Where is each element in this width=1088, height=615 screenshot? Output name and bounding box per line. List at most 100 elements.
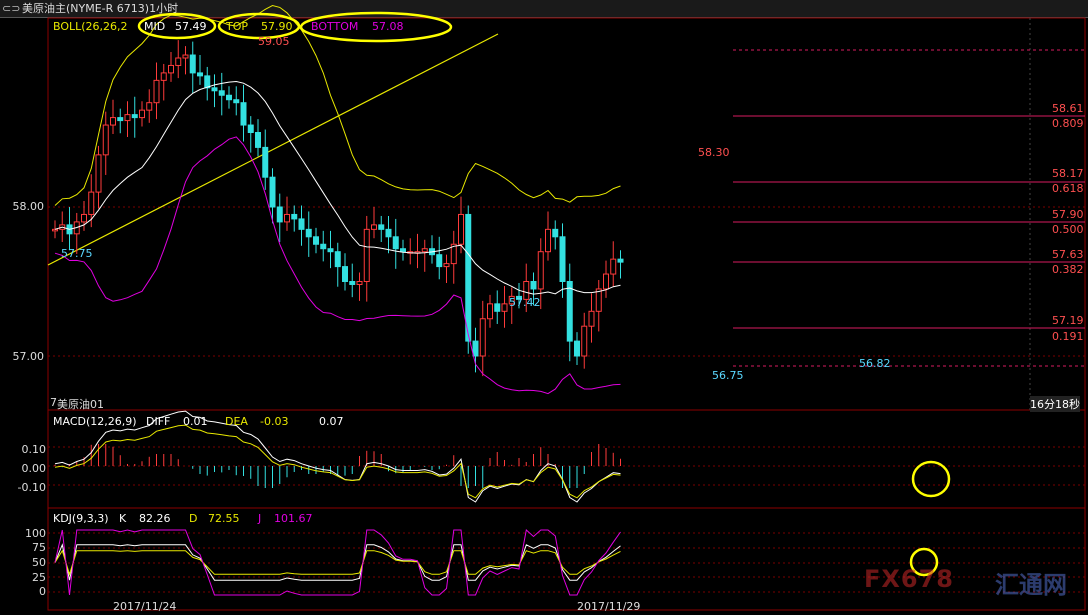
instrument-title: 美原油主(NYME-R 6713)1小时 — [22, 2, 179, 15]
candle-body — [189, 54, 196, 74]
boll-bottom-label: BOTTOM — [311, 20, 359, 33]
candle-body — [385, 228, 392, 238]
macd-tick-2: -0.10 — [17, 481, 46, 494]
candle-body — [400, 248, 406, 253]
kdj-tick-50: 50 — [32, 556, 46, 569]
candle-body — [610, 258, 617, 275]
y-tick-58: 58.00 — [12, 200, 45, 213]
plot-frame — [47, 17, 1086, 611]
candle-body — [168, 64, 174, 74]
boll-top-value: 57.90 — [261, 20, 293, 33]
candle-body — [371, 224, 377, 230]
macd-dea-value: -0.03 — [260, 415, 289, 428]
candle-body — [247, 124, 254, 134]
x-label-date-0: 2017/11/24 — [113, 600, 177, 613]
candle-body — [291, 213, 298, 220]
candle-body — [204, 75, 211, 89]
candle-body — [88, 191, 95, 215]
watermark-logo: FX678 — [864, 565, 954, 593]
kdj-d-label: D — [189, 512, 198, 525]
y-tick-57: 57.00 — [12, 350, 45, 363]
candle-body — [501, 303, 508, 312]
candle-body — [436, 254, 443, 268]
candle-body — [233, 99, 240, 104]
fib-ratio-0809: 0.809 — [1052, 117, 1084, 130]
kdj-j-label: J — [258, 512, 262, 525]
candle-body — [508, 295, 515, 305]
candle-body — [603, 273, 609, 290]
kdj-d-value: 72.55 — [208, 512, 240, 525]
candle-body — [595, 288, 602, 312]
annotation-low-57-42: 57.42 — [509, 296, 541, 309]
boll-top-label: TOP — [226, 20, 249, 33]
candle-body — [262, 146, 269, 178]
candle-body — [139, 109, 145, 119]
candle-body — [117, 117, 124, 122]
candle-body — [516, 295, 522, 300]
boll-lower-line — [54, 136, 621, 395]
kdj-k-value: 82.26 — [139, 512, 171, 525]
candle-body — [146, 102, 153, 111]
candle-body — [581, 325, 588, 357]
fib-ratio-0191: 0.191 — [1052, 330, 1084, 343]
candle-body — [458, 213, 464, 245]
boll-mid-value: 57.49 — [175, 20, 207, 33]
candle-body — [494, 303, 501, 312]
macd-diff-value: 0.01 — [183, 415, 208, 428]
fib-price-0618: 58.17 — [1052, 167, 1084, 180]
boll-mid-line — [54, 80, 621, 295]
candle-body — [574, 340, 580, 357]
candle-body — [226, 94, 232, 101]
candle-body — [450, 243, 457, 265]
candle-body — [559, 236, 566, 283]
candle-body — [545, 228, 551, 253]
macd-tick-0: 0.10 — [21, 443, 47, 456]
candle-body — [479, 318, 486, 357]
annotation-high-59-05: 59.05 — [258, 35, 290, 48]
fib-ratio-0500: 0.500 — [1052, 223, 1084, 236]
candle-body — [153, 79, 160, 104]
candle-body — [378, 224, 385, 230]
kdj-k-line — [54, 543, 621, 581]
fib-price-0191: 57.19 — [1052, 314, 1084, 327]
kdj-tick-75: 75 — [32, 541, 46, 554]
candle-body — [110, 117, 116, 126]
candle-body — [81, 213, 87, 223]
candle-body — [276, 206, 283, 223]
candle-body — [617, 258, 624, 263]
candle-body — [334, 251, 341, 268]
kdj-tick-0: 0 — [39, 585, 46, 598]
kdj-tick-100: 100 — [25, 527, 46, 540]
candle-body — [392, 236, 399, 250]
candle-body — [124, 114, 131, 122]
symbol-prefix: 7 — [50, 396, 57, 409]
boll-label: BOLL(26,26,2 — [53, 20, 128, 33]
symbol-label: 美原油01 — [57, 398, 104, 411]
candle-body — [197, 72, 203, 77]
candle-body — [255, 132, 261, 148]
macd-diff-label: DIFF — [146, 415, 171, 428]
nav-arrows-icon[interactable]: ⊂⊃ — [2, 2, 21, 15]
macd-label: MACD(12,26,9) — [53, 415, 137, 428]
highlight-macd-cross — [911, 460, 951, 498]
candle-body — [240, 102, 247, 126]
x-label-date-1: 2017/11/29 — [577, 600, 641, 613]
macd-tick-1: 0.00 — [21, 462, 47, 475]
candle-body — [320, 243, 327, 250]
boll-upper-line — [54, 4, 621, 206]
candle-body — [356, 281, 363, 285]
fib-price-0500: 57.90 — [1052, 208, 1084, 221]
highlight-mid-ellipse — [137, 12, 217, 40]
candle-body — [530, 281, 537, 290]
candle-body — [211, 87, 218, 92]
candle-body — [182, 54, 189, 59]
annotation-low-56-75: 56.75 — [712, 369, 744, 382]
candle-body — [566, 281, 573, 342]
annotation-high-58-30: 58.30 — [698, 146, 730, 159]
candle-body — [537, 251, 544, 290]
candle-body — [421, 248, 428, 253]
candle-body — [218, 90, 225, 96]
annotation-low-57-75: 57.75 — [61, 247, 93, 260]
kdj-k-label: K — [119, 512, 127, 525]
